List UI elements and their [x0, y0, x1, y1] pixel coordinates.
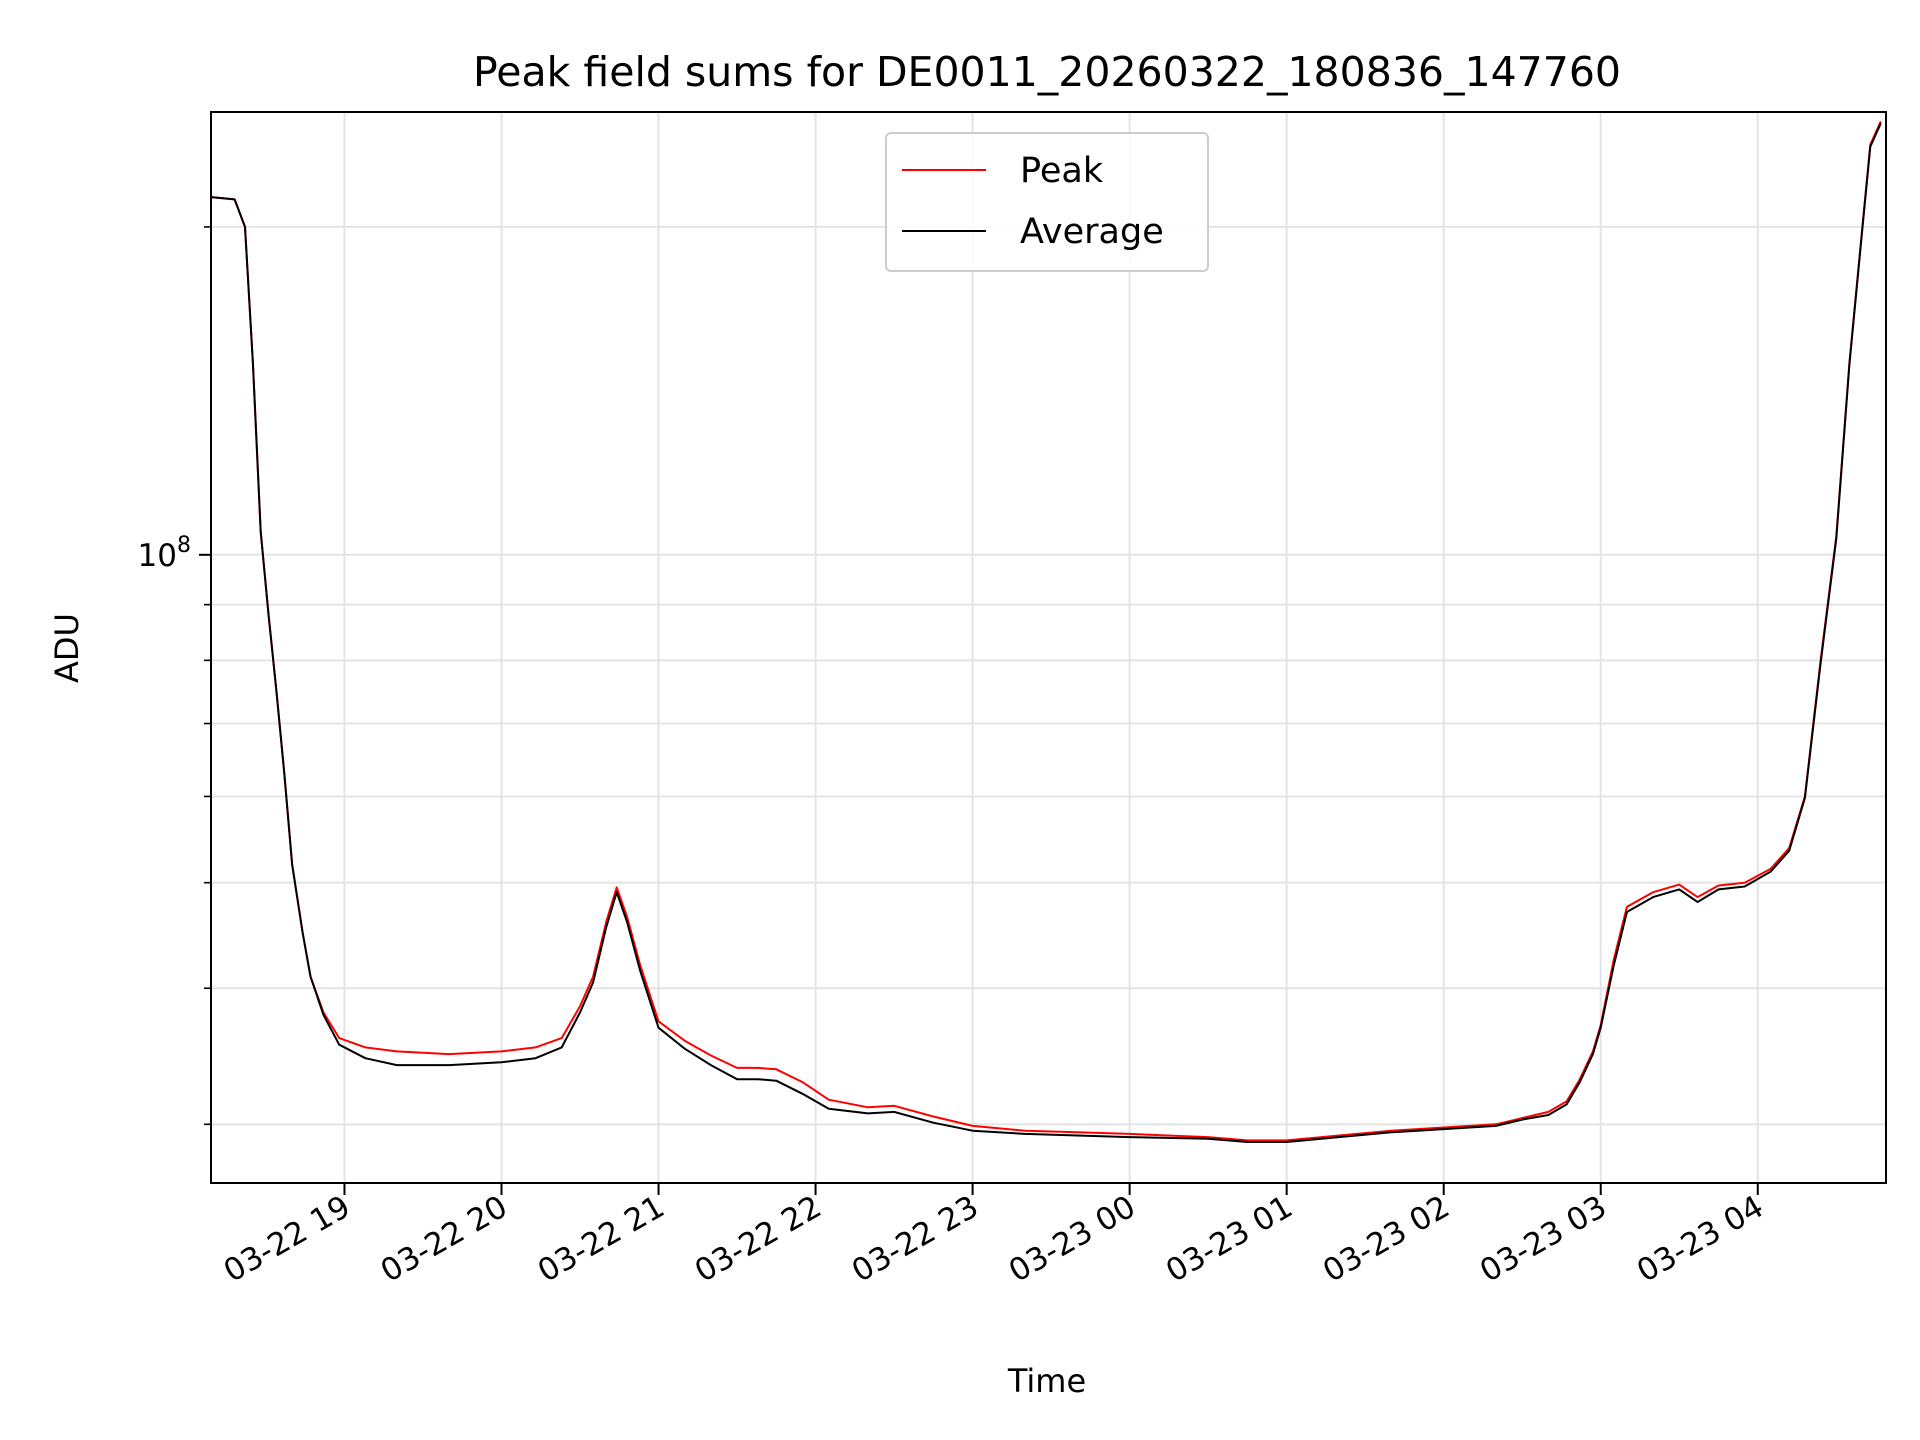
y-tick-label: 108	[138, 533, 191, 574]
grid-lines	[211, 112, 1886, 1183]
legend-box	[885, 132, 1209, 272]
legend: Peak Average	[885, 132, 1209, 272]
x-axis-label: Time	[1007, 1362, 1086, 1400]
series-line-average	[210, 122, 1882, 1143]
legend-label-average: Average	[1020, 212, 1164, 252]
y-axis-label: ADU	[48, 613, 86, 683]
plot-area-frame	[210, 111, 1887, 1184]
legend-label-peak: Peak	[1020, 151, 1104, 191]
series-layer	[210, 120, 1882, 1143]
y-tick-exponent: 8	[177, 533, 191, 558]
y-axis: 108	[138, 226, 211, 1126]
chart-title: Peak field sums for DE0011_20260322_1808…	[473, 48, 1621, 96]
y-tick-base: 10	[138, 538, 177, 574]
series-line-peak	[210, 120, 1882, 1142]
